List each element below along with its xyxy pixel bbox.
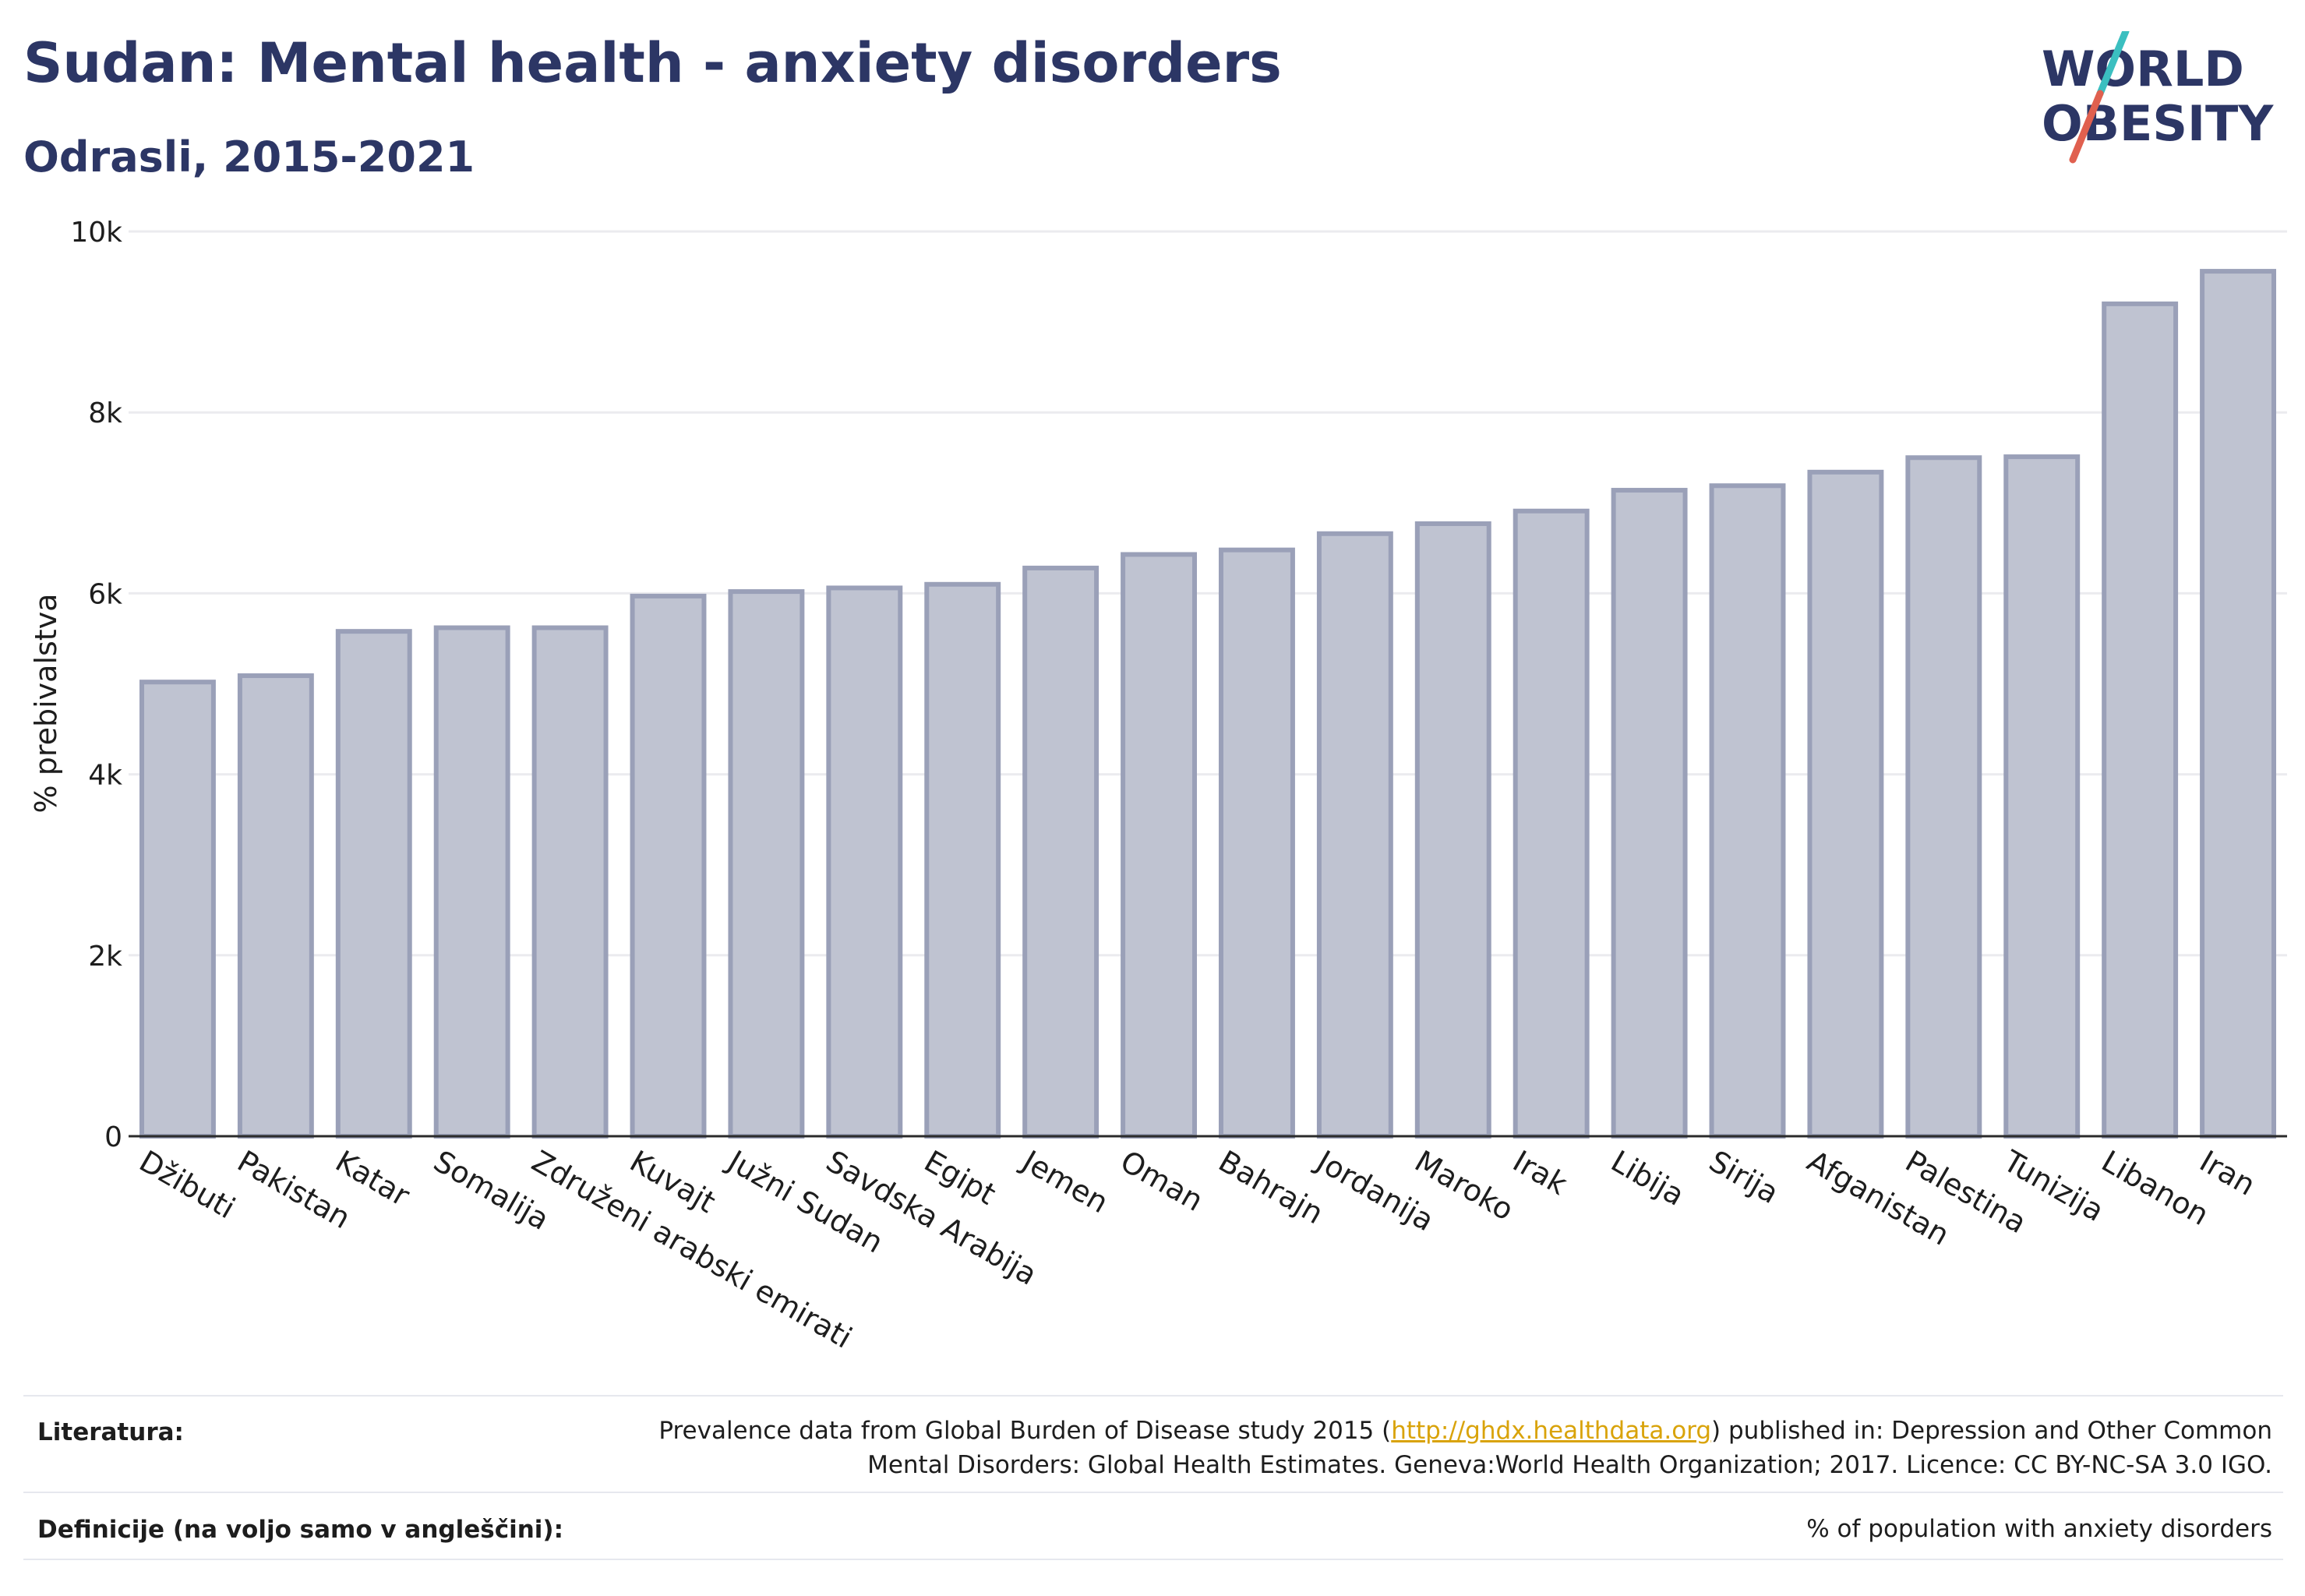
logo-slash-teal bbox=[2096, 31, 2130, 97]
bar[interactable] bbox=[1905, 455, 1982, 1139]
chart-title: Sudan: Mental health - anxiety disorders bbox=[23, 31, 1282, 95]
x-tick-label: Oman bbox=[1115, 1144, 1209, 1218]
bar[interactable] bbox=[2102, 301, 2179, 1139]
sources-label: Literatura: bbox=[37, 1418, 184, 1446]
chart-subtitle: Odrasli, 2015-2021 bbox=[23, 132, 475, 182]
bar[interactable] bbox=[1513, 508, 1590, 1139]
bar[interactable] bbox=[924, 581, 1001, 1139]
x-tick-label: Libija bbox=[1605, 1144, 1690, 1213]
y-axis-label: % prebivalstva bbox=[29, 594, 63, 814]
bar[interactable] bbox=[728, 589, 805, 1139]
bar[interactable] bbox=[1709, 483, 1786, 1139]
footer-divider-bottom bbox=[23, 1559, 2283, 1560]
bar[interactable] bbox=[433, 625, 510, 1139]
world-obesity-logo: WORLD OBESITY bbox=[2042, 31, 2274, 164]
bar[interactable] bbox=[531, 625, 609, 1139]
bars bbox=[139, 269, 2277, 1139]
bar[interactable] bbox=[1022, 565, 1100, 1139]
bar[interactable] bbox=[237, 673, 314, 1139]
sources-post: ) published in: Depression and Other Com… bbox=[1711, 1417, 2272, 1445]
x-tick-label: Pakistan bbox=[231, 1144, 356, 1236]
x-tick-label: Jemen bbox=[1015, 1143, 1114, 1220]
y-tick-labels: 0 2k 4k 6k 8k 10k bbox=[70, 217, 122, 1153]
bar[interactable] bbox=[826, 585, 903, 1139]
footer-divider-top bbox=[23, 1395, 2283, 1396]
x-tick-label: Iran bbox=[2194, 1144, 2261, 1202]
y-tick-label: 10k bbox=[70, 217, 122, 249]
footer: Literatura: Prevalence data from Global … bbox=[23, 1395, 2283, 1566]
x-tick-label: Libanon bbox=[2096, 1144, 2215, 1232]
bar[interactable] bbox=[1121, 552, 1198, 1139]
logo-slash-red bbox=[2069, 90, 2104, 164]
y-tick-label: 2k bbox=[88, 941, 122, 973]
bar[interactable] bbox=[2200, 269, 2277, 1139]
footer-divider-middle bbox=[23, 1492, 2283, 1493]
bar[interactable] bbox=[1414, 521, 1491, 1139]
x-tick-label: Irak bbox=[1507, 1144, 1573, 1202]
y-tick-label: 4k bbox=[88, 760, 122, 792]
y-tick-label: 8k bbox=[88, 397, 122, 429]
bar[interactable] bbox=[139, 680, 216, 1139]
x-tick-label: Sirija bbox=[1703, 1144, 1784, 1210]
bar[interactable] bbox=[1807, 469, 1884, 1139]
definitions-label: Definicije (na voljo samo v angleščini): bbox=[37, 1516, 563, 1544]
sources-text: Prevalence data from Global Burden of Di… bbox=[658, 1414, 2272, 1482]
bar[interactable] bbox=[630, 593, 707, 1139]
bar[interactable] bbox=[2003, 454, 2081, 1139]
x-tick-label: Bahrajn bbox=[1213, 1144, 1329, 1231]
y-tick-label: 0 bbox=[104, 1121, 122, 1153]
sources-line2: Mental Disorders: Global Health Estimate… bbox=[867, 1451, 2272, 1479]
bar[interactable] bbox=[335, 629, 412, 1139]
sources-pre: Prevalence data from Global Burden of Di… bbox=[658, 1417, 1392, 1445]
bar[interactable] bbox=[1611, 488, 1688, 1139]
sources-link[interactable]: http://ghdx.healthdata.org bbox=[1391, 1417, 1712, 1445]
logo-line1: WORLD bbox=[2042, 41, 2244, 97]
bar[interactable] bbox=[1316, 531, 1393, 1139]
x-tick-label: Džibuti bbox=[133, 1144, 241, 1226]
y-tick-label: 6k bbox=[88, 578, 122, 610]
bar[interactable] bbox=[1218, 547, 1295, 1139]
definitions-text: % of population with anxiety disorders bbox=[1806, 1515, 2272, 1543]
